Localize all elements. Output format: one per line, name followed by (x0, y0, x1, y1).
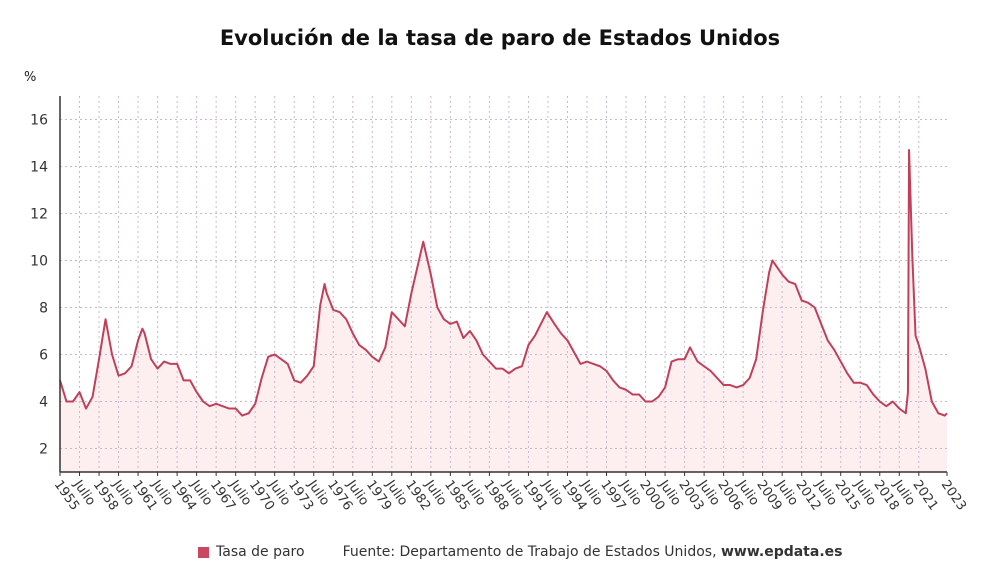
y-tick-label: 6 (39, 348, 48, 364)
source-text: Fuente: Departamento de Trabajo de Estad… (342, 544, 721, 560)
legend-label: Tasa de paro (216, 544, 305, 560)
y-tick-label: 16 (30, 113, 48, 129)
y-tick-label: 14 (30, 160, 48, 176)
y-tick-label: 2 (39, 442, 48, 458)
y-tick-label: 8 (39, 301, 48, 317)
legend: Tasa de paro Fuente: Departamento de Tra… (198, 544, 842, 560)
legend-swatch (198, 546, 209, 558)
y-tick-label: 4 (39, 395, 48, 411)
y-axis-unit: % (24, 70, 37, 85)
y-tick-label: 12 (30, 207, 48, 223)
x-tick-label: 2023 (938, 478, 969, 514)
y-tick-label: 10 (30, 254, 48, 270)
source-site: www.epdata.es (720, 544, 843, 560)
chart-title: Evolución de la tasa de paro de Estados … (219, 26, 781, 50)
area-fill (60, 150, 947, 473)
source-note: Fuente: Departamento de Trabajo de Estad… (343, 544, 843, 560)
series-line-tasa-de-paro (59, 149, 948, 417)
